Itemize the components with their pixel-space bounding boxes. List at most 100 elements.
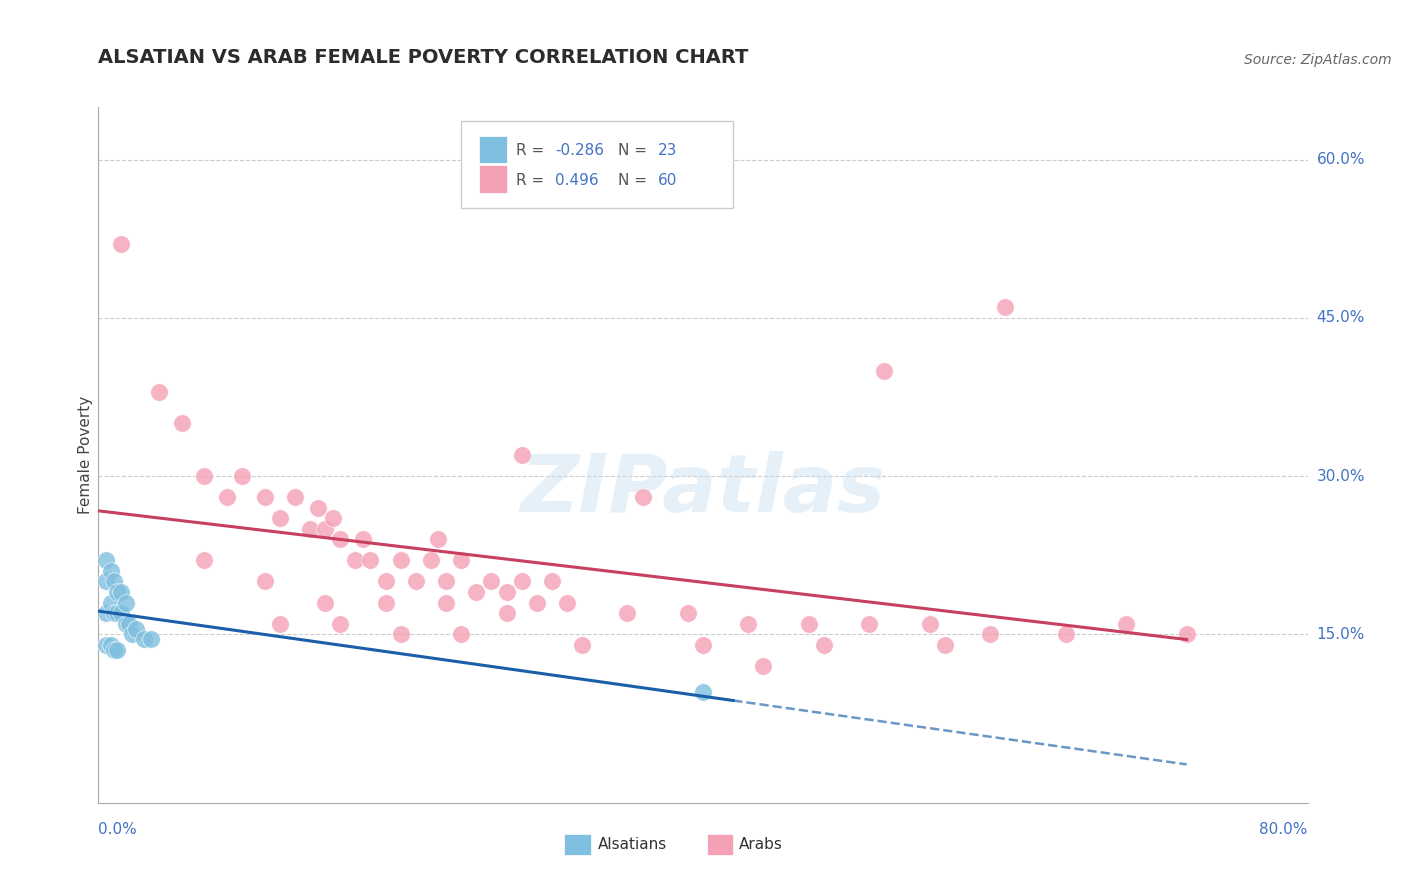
Point: [114, 616, 136, 631]
Point: [329, 533, 352, 547]
Text: ALSATIAN VS ARAB FEMALE POVERTY CORRELATION CHART: ALSATIAN VS ARAB FEMALE POVERTY CORRELAT…: [98, 48, 749, 67]
Point: [419, 553, 441, 567]
Point: [103, 574, 125, 589]
Point: [94, 638, 117, 652]
Text: R =: R =: [516, 172, 554, 187]
Point: [118, 616, 141, 631]
Point: [231, 469, 253, 483]
Point: [94, 553, 117, 567]
Point: [692, 685, 714, 699]
Point: [170, 417, 193, 431]
Point: [329, 616, 352, 631]
Point: [110, 237, 132, 252]
Point: [314, 522, 336, 536]
Point: [284, 490, 307, 504]
Point: [344, 553, 367, 567]
Point: [571, 638, 593, 652]
Point: [105, 606, 128, 620]
FancyBboxPatch shape: [479, 136, 508, 163]
Point: [103, 606, 125, 620]
FancyBboxPatch shape: [461, 121, 734, 208]
Point: [510, 574, 533, 589]
Text: 30.0%: 30.0%: [1316, 468, 1365, 483]
Point: [121, 627, 143, 641]
Point: [994, 301, 1017, 315]
Point: [918, 616, 941, 631]
Point: [105, 585, 128, 599]
Point: [616, 606, 638, 620]
Text: R =: R =: [516, 144, 548, 159]
Point: [100, 638, 122, 652]
Point: [215, 490, 238, 504]
Text: Arabs: Arabs: [740, 837, 783, 852]
Point: [934, 638, 956, 652]
Point: [110, 585, 132, 599]
Point: [692, 638, 714, 652]
Text: 23: 23: [658, 144, 678, 159]
Point: [193, 469, 215, 483]
Point: [307, 500, 329, 515]
Point: [374, 574, 396, 589]
Point: [141, 632, 163, 647]
Point: [873, 363, 896, 377]
Point: [114, 595, 136, 609]
Point: [495, 585, 517, 599]
Point: [94, 606, 117, 620]
Point: [631, 490, 654, 504]
Point: [100, 595, 122, 609]
Text: 15.0%: 15.0%: [1316, 627, 1365, 641]
Point: [132, 632, 155, 647]
Point: [1115, 616, 1137, 631]
Point: [103, 643, 125, 657]
Point: [269, 511, 291, 525]
Point: [299, 522, 322, 536]
Point: [481, 574, 503, 589]
Point: [450, 553, 472, 567]
Text: 45.0%: 45.0%: [1316, 310, 1365, 326]
Text: 0.0%: 0.0%: [98, 822, 138, 837]
Point: [555, 595, 578, 609]
Text: -0.286: -0.286: [555, 144, 605, 159]
Point: [434, 574, 457, 589]
Point: [389, 553, 412, 567]
Point: [269, 616, 291, 631]
Text: Alsatians: Alsatians: [598, 837, 666, 852]
Point: [979, 627, 1001, 641]
Point: [858, 616, 880, 631]
Point: [94, 574, 117, 589]
Point: [526, 595, 548, 609]
Point: [322, 511, 344, 525]
FancyBboxPatch shape: [479, 165, 508, 193]
Point: [110, 606, 132, 620]
Point: [495, 606, 517, 620]
Point: [105, 643, 128, 657]
Text: N =: N =: [619, 144, 652, 159]
Point: [427, 533, 450, 547]
Point: [405, 574, 427, 589]
Text: 0.496: 0.496: [555, 172, 599, 187]
Point: [434, 595, 457, 609]
Point: [314, 595, 336, 609]
Point: [465, 585, 488, 599]
Point: [752, 658, 775, 673]
Point: [510, 448, 533, 462]
Point: [193, 553, 215, 567]
Point: [389, 627, 412, 641]
FancyBboxPatch shape: [707, 834, 734, 855]
Point: [676, 606, 699, 620]
Point: [100, 564, 122, 578]
Point: [540, 574, 562, 589]
Point: [125, 622, 148, 636]
Text: Source: ZipAtlas.com: Source: ZipAtlas.com: [1244, 53, 1392, 67]
Text: ZIPatlas: ZIPatlas: [520, 450, 886, 529]
Text: 80.0%: 80.0%: [1260, 822, 1308, 837]
Point: [352, 533, 374, 547]
Point: [253, 574, 276, 589]
Text: N =: N =: [619, 172, 652, 187]
Point: [737, 616, 759, 631]
Point: [450, 627, 472, 641]
Text: 60.0%: 60.0%: [1316, 153, 1365, 167]
Point: [1175, 627, 1198, 641]
Point: [1054, 627, 1077, 641]
Point: [253, 490, 276, 504]
